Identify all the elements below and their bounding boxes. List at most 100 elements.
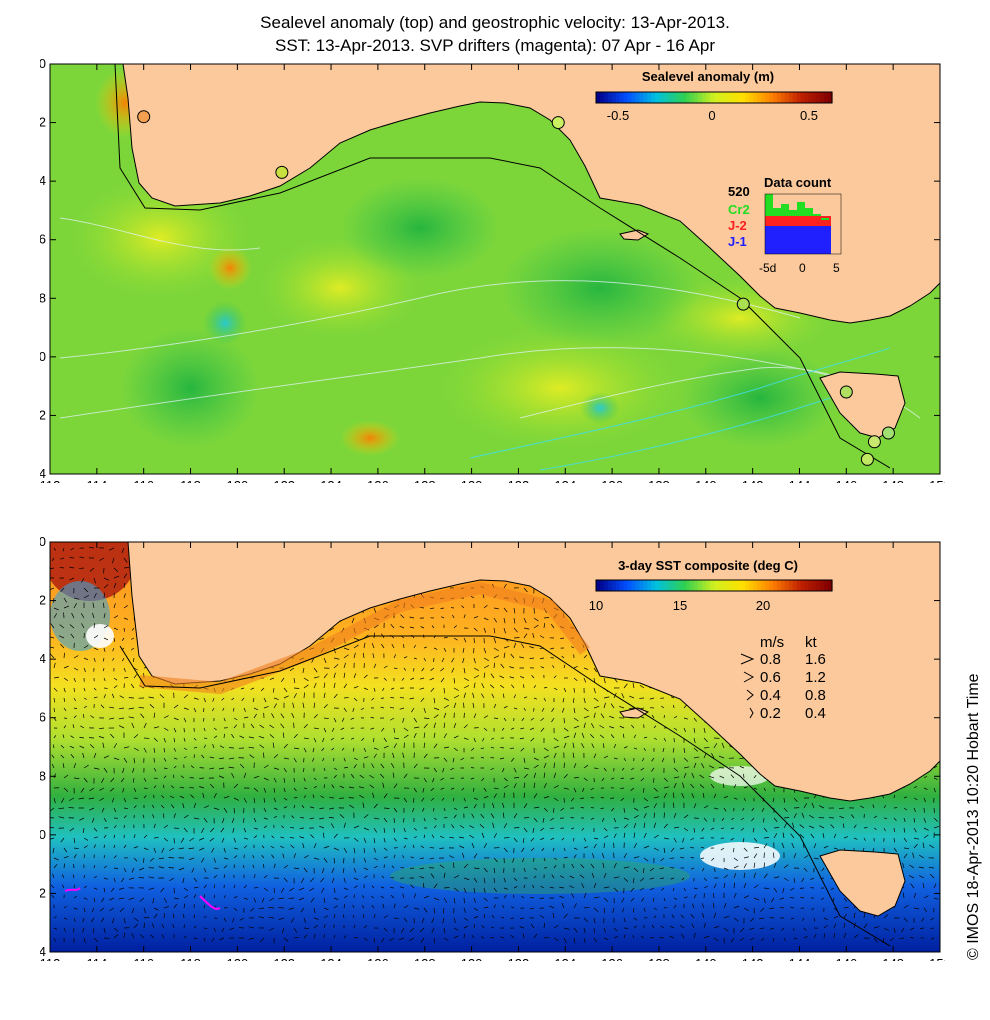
velocity-legend-arrow bbox=[746, 689, 754, 701]
sst-colorbar: 3-day SST composite (deg C) 10 15 20 bbox=[589, 558, 833, 613]
top-lon-label: 146 bbox=[835, 478, 857, 483]
mission-label-cr2: Cr2 bbox=[728, 202, 750, 217]
shelf-break-sst bbox=[119, 635, 891, 947]
top-lat-label: -32 bbox=[40, 115, 46, 130]
velocity-legend-arrow bbox=[743, 671, 755, 683]
kangaroo-island bbox=[619, 229, 650, 241]
tide-gauge-marker bbox=[137, 110, 151, 124]
shelf-break bbox=[114, 64, 891, 469]
top-lon-label: 120 bbox=[227, 478, 249, 483]
velocity-legend-ms-value: 0.6 bbox=[760, 669, 781, 686]
velocity-legend-kt-value: 0.8 bbox=[805, 687, 826, 704]
top-lon-label: 114 bbox=[86, 478, 107, 483]
tide-gauge-marker bbox=[839, 385, 853, 399]
tide-gauge-marker bbox=[860, 452, 874, 466]
data-count-title: Data count bbox=[764, 175, 832, 190]
top-lat-label: -42 bbox=[40, 407, 46, 422]
top-lat-label: -34 bbox=[40, 173, 46, 188]
velocity-legend-ms-value: 0.8 bbox=[760, 651, 781, 668]
data-count-inset: Data count 520 Cr2 J-2 J-1 -5d 0 5 bbox=[728, 175, 842, 275]
sst-tick-mid: 15 bbox=[673, 598, 687, 613]
bottom-lon-label: 142 bbox=[742, 956, 764, 961]
sealevel-colorbar: Sealevel anomaly (m) -0.5 0 0.5 bbox=[595, 69, 833, 123]
bottom-lat-label: -30 bbox=[40, 536, 46, 549]
top-lat-label: -36 bbox=[40, 232, 46, 247]
top-lon-label: 134 bbox=[554, 478, 576, 483]
drifter-track-2 bbox=[64, 887, 81, 892]
top-lon-label: 124 bbox=[320, 478, 342, 483]
cyan-contours bbox=[469, 347, 891, 471]
top-lon-label: 142 bbox=[742, 478, 764, 483]
data-count-tick-zero: 0 bbox=[799, 261, 806, 275]
sealevel-colorbar-title: Sealevel anomaly (m) bbox=[642, 69, 774, 84]
cloud-mask-southeast bbox=[700, 842, 780, 870]
map-title-line-1: Sealevel anomaly (top) and geostrophic v… bbox=[260, 13, 730, 32]
sst-map: 1121141161181201221241261281301321341361… bbox=[27, 534, 951, 971]
drifter-track-1 bbox=[199, 895, 221, 910]
tide-gauge-markers bbox=[137, 110, 895, 466]
velocity-legend-kt-value: 1.2 bbox=[805, 669, 826, 686]
mission-label-j1: J-1 bbox=[728, 234, 747, 249]
top-lon-label: 130 bbox=[461, 478, 483, 483]
velocity-legend: m/s kt 0.8 1.60.6 1.20.4 0.80.2 0.4 bbox=[740, 634, 826, 722]
bottom-lon-label: 148 bbox=[882, 956, 904, 961]
velocity-legend-arrow bbox=[740, 653, 755, 665]
mission-label-j2: J-2 bbox=[728, 218, 747, 233]
velocity-legend-ms-value: 0.4 bbox=[760, 687, 781, 704]
velocity-legend-ms-header: m/s bbox=[760, 634, 784, 651]
tide-gauge-marker bbox=[881, 426, 895, 440]
sst-colorbar-strip bbox=[596, 580, 833, 591]
tasmania-sst bbox=[819, 849, 906, 917]
sealevel-colorbar-strip bbox=[596, 92, 833, 103]
top-lon-label: 126 bbox=[367, 478, 389, 483]
tide-gauge-marker bbox=[867, 435, 881, 449]
data-count-tick-start: -5d bbox=[759, 261, 776, 275]
top-lon-label: 138 bbox=[648, 478, 670, 483]
bottom-lon-label: 146 bbox=[835, 956, 857, 961]
top-lon-label: 118 bbox=[180, 478, 201, 483]
bottom-lat-label: -38 bbox=[40, 768, 46, 783]
bottom-lon-label: 128 bbox=[414, 956, 436, 961]
tide-gauge-marker bbox=[275, 165, 289, 179]
top-lat-label: -38 bbox=[40, 290, 46, 305]
velocity-legend-ms-value: 0.2 bbox=[760, 705, 781, 722]
bottom-lon-label: 118 bbox=[180, 956, 201, 961]
kangaroo-island-sst bbox=[619, 707, 650, 719]
bottom-lon-label: 150 bbox=[929, 956, 945, 961]
australia-landmass bbox=[110, 64, 940, 324]
sst-panel: 1121141161181201221241261281301321341361… bbox=[27, 534, 951, 971]
top-lat-label: -44 bbox=[40, 466, 46, 481]
bottom-lat-label: -42 bbox=[40, 885, 46, 900]
bottom-lon-label: 138 bbox=[648, 956, 670, 961]
top-lon-label: 116 bbox=[133, 478, 154, 483]
top-lon-label: 132 bbox=[508, 478, 530, 483]
top-lon-label: 150 bbox=[929, 478, 945, 483]
map-title-line-2: SST: 13-Apr-2013. SVP drifters (magenta)… bbox=[274, 36, 716, 55]
sealevel-tick-max: 0.5 bbox=[800, 108, 818, 123]
bottom-lon-label: 144 bbox=[789, 956, 811, 961]
velocity-legend-kt-value: 1.6 bbox=[805, 651, 826, 668]
top-lon-label: 122 bbox=[273, 478, 295, 483]
sealevel-anomaly-map: 1121141161181201221241261281301321341361… bbox=[27, 56, 951, 493]
bottom-lat-label: -44 bbox=[40, 944, 46, 959]
bottom-lon-label: 140 bbox=[695, 956, 717, 961]
bottom-lon-label: 130 bbox=[461, 956, 483, 961]
bottom-lon-label: 116 bbox=[133, 956, 154, 961]
top-lat-label: -40 bbox=[40, 349, 46, 364]
velocity-legend-arrow bbox=[749, 707, 754, 719]
cloud-mask-northwest bbox=[86, 624, 114, 648]
bottom-lon-label: 114 bbox=[86, 956, 107, 961]
data-count-bars bbox=[765, 194, 831, 254]
top-lon-label: 148 bbox=[882, 478, 904, 483]
bottom-lon-label: 122 bbox=[273, 956, 295, 961]
bottom-lon-label: 136 bbox=[601, 956, 623, 961]
bottom-lon-label: 124 bbox=[320, 956, 342, 961]
coastal-warm-band bbox=[139, 581, 590, 695]
sealevel-tick-min: -0.5 bbox=[607, 108, 629, 123]
bottom-lat-label: -40 bbox=[40, 827, 46, 842]
tide-gauge-marker bbox=[551, 116, 565, 130]
tide-gauge-marker bbox=[736, 297, 750, 311]
top-lon-label: 140 bbox=[695, 478, 717, 483]
top-lat-label: -30 bbox=[40, 58, 46, 71]
top-lon-label: 144 bbox=[789, 478, 811, 483]
